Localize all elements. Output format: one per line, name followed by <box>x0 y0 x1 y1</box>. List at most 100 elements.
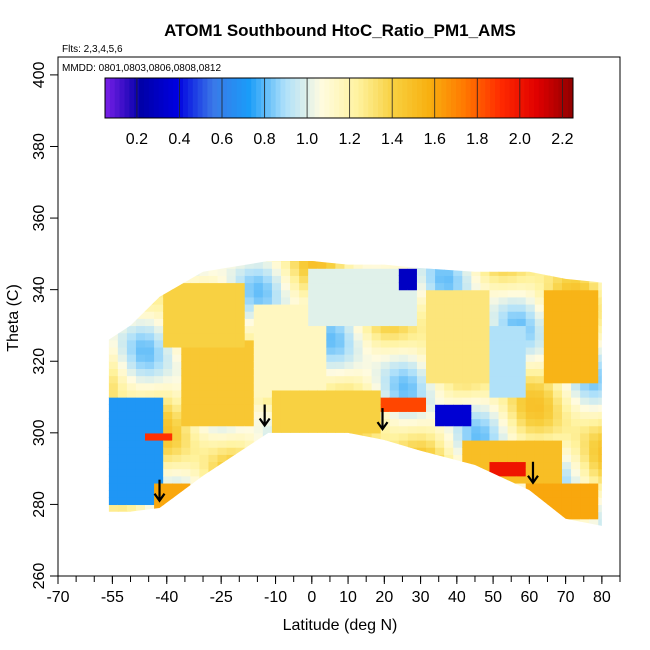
heatmap-cell <box>525 282 536 291</box>
arrow-marker <box>258 404 271 428</box>
heatmap-cell <box>218 526 228 534</box>
heatmap-cell <box>380 418 391 427</box>
heatmap-cell <box>444 432 454 441</box>
heatmap-cell <box>589 318 599 327</box>
heatmap-cell <box>416 268 427 276</box>
heatmap-cell <box>335 497 346 506</box>
heatmap-cell <box>453 490 463 498</box>
heatmap-cell <box>552 368 563 377</box>
heatmap-cell <box>371 318 382 327</box>
heatmap-cell <box>371 332 382 341</box>
heatmap-cell <box>244 303 255 312</box>
heatmap-cell <box>217 490 228 498</box>
heatmap-cell <box>308 454 318 463</box>
heatmap-cell <box>208 482 219 491</box>
heatmap-cell <box>281 526 291 534</box>
heatmap-cell <box>398 318 409 327</box>
heatmap-cell <box>154 461 164 470</box>
heatmap-cell <box>480 303 491 312</box>
y-tick-label: 380 <box>31 133 48 160</box>
heatmap-cell <box>543 268 554 276</box>
heatmap-cell <box>262 361 273 369</box>
heatmap-cell <box>498 339 509 348</box>
heatmap-cell <box>163 261 173 269</box>
heatmap-cell <box>543 261 554 262</box>
heatmap-cell <box>516 411 527 420</box>
heatmap-cell <box>163 439 173 448</box>
heatmap-cell <box>480 382 491 391</box>
heatmap-cell <box>534 439 545 448</box>
heatmap-cell <box>271 497 282 506</box>
heatmap-cell <box>126 454 137 463</box>
heatmap-cell <box>181 382 191 391</box>
heatmap-cell <box>507 497 518 506</box>
heatmap-cell <box>154 518 164 526</box>
heatmap-cell <box>117 318 128 327</box>
heatmap-cell <box>154 318 164 327</box>
heatmap-cell <box>163 311 173 319</box>
heatmap-cell <box>253 268 264 276</box>
heatmap-cell <box>181 411 191 420</box>
heatmap-cell <box>552 447 563 455</box>
heatmap-cell <box>326 282 336 291</box>
heatmap-cell <box>117 311 128 319</box>
heatmap-cell <box>471 368 481 377</box>
heatmap-cell <box>253 325 264 334</box>
heatmap-cell <box>534 468 545 477</box>
colorbar-cell <box>358 78 364 118</box>
heatmap-cell <box>262 389 273 398</box>
heatmap-cell <box>308 354 318 362</box>
heatmap-cell <box>190 497 200 506</box>
heatmap-cell <box>145 268 155 276</box>
heatmap-cell <box>561 411 572 420</box>
colorbar-cell <box>465 78 472 118</box>
heatmap-cell <box>280 282 291 291</box>
heatmap-cell <box>108 461 119 470</box>
heatmap-cell <box>435 425 445 434</box>
heatmap-cell <box>471 447 481 455</box>
heatmap-cell <box>108 261 119 262</box>
heatmap-cell <box>199 511 210 520</box>
heatmap-cell <box>471 389 481 398</box>
heatmap-cell <box>398 482 409 491</box>
heatmap-cell <box>516 382 527 391</box>
heatmap-cell <box>290 490 300 498</box>
heatmap-cell <box>435 389 445 398</box>
heatmap-cell <box>235 361 246 369</box>
colorbar-cell <box>504 78 511 118</box>
x-tick-label: -70 <box>46 589 69 606</box>
heatmap-cell <box>217 332 228 341</box>
heatmap-cell <box>516 275 527 284</box>
heatmap-cell <box>190 468 200 477</box>
colorbar-cell <box>217 78 223 118</box>
heatmap-cell <box>552 318 563 327</box>
heatmap-cell <box>580 261 590 262</box>
heatmap-cell <box>534 497 545 506</box>
heatmap-cell <box>389 454 400 463</box>
heatmap-cell <box>371 289 382 298</box>
heatmap-cell <box>335 389 346 398</box>
heatmap-cell <box>244 411 255 420</box>
heatmap-cell <box>489 268 500 276</box>
heatmap-cell <box>126 375 137 384</box>
heatmap-cell <box>561 518 572 526</box>
heatmap-cell <box>426 404 436 412</box>
heatmap-cell <box>390 526 400 534</box>
colorbar-cell <box>417 78 423 118</box>
heatmap-cell <box>571 425 581 434</box>
arrow-marker <box>153 479 166 503</box>
heatmap-cell <box>489 475 500 484</box>
heatmap-cell <box>317 261 327 269</box>
heatmap-cell <box>371 490 382 498</box>
heatmap-cell <box>462 439 472 448</box>
heatmap-cell <box>317 289 327 298</box>
heatmap-cell <box>580 275 590 284</box>
heatmap-cell <box>317 282 327 291</box>
heatmap-cell <box>326 504 336 513</box>
heatmap-cell <box>589 354 599 362</box>
heatmap-cell <box>534 518 545 526</box>
heatmap-cell <box>389 268 400 276</box>
heatmap-cell <box>543 261 554 269</box>
heatmap-cell <box>371 368 382 377</box>
heatmap-cell <box>353 325 364 334</box>
